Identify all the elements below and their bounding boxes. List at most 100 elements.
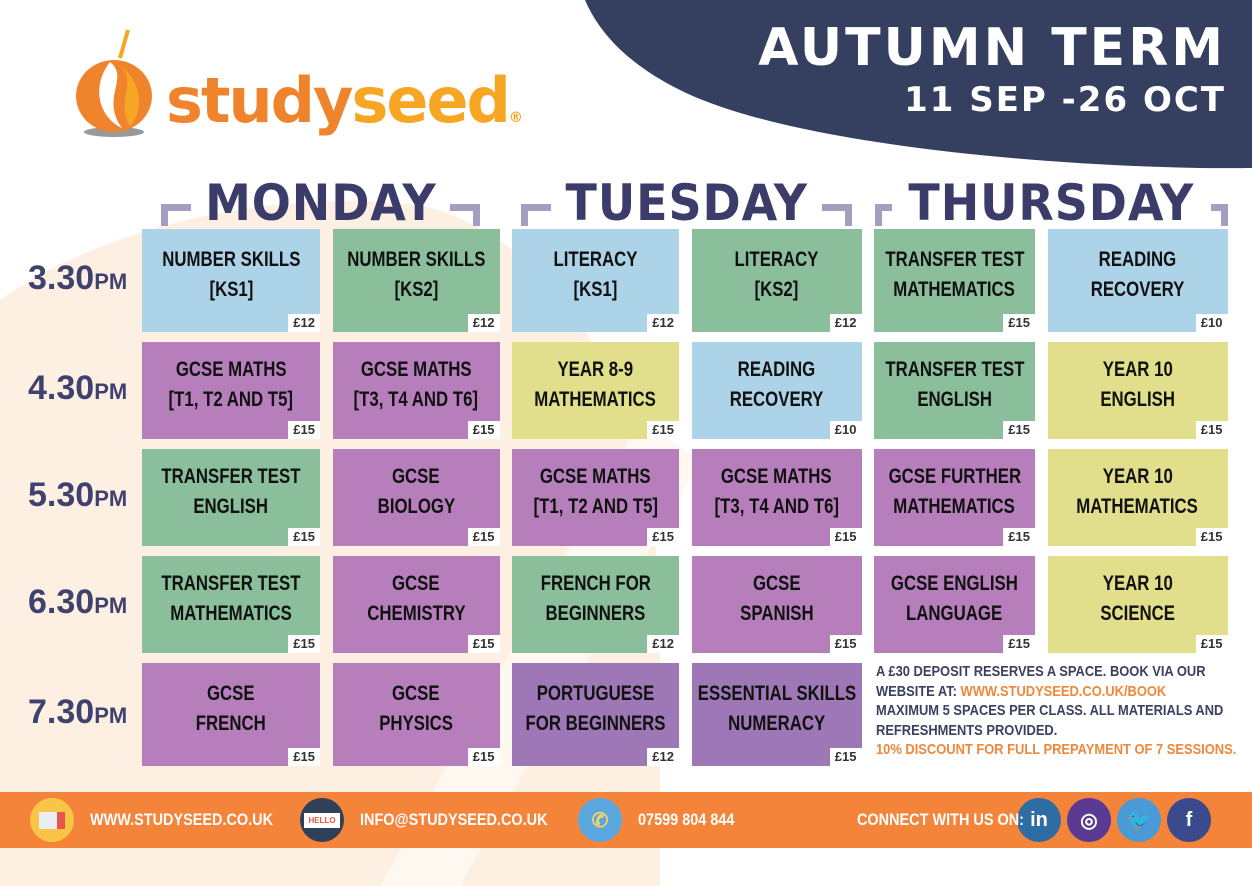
- class-slot[interactable]: LITERACY [KS1] £12: [512, 229, 679, 332]
- class-subtitle: BIOLOGY: [377, 494, 455, 518]
- booking-notes: A £30 DEPOSIT RESERVES A SPACE. BOOK VIA…: [876, 662, 1246, 760]
- class-title: LITERACY: [734, 247, 819, 271]
- time-label: 7.30PM: [28, 692, 128, 731]
- class-subtitle: [KS2]: [754, 277, 799, 301]
- class-subtitle: PHYSICS: [379, 711, 453, 735]
- class-title: YEAR 10: [1102, 464, 1173, 488]
- facebook-icon[interactable]: f: [1167, 798, 1211, 842]
- class-slot[interactable]: GCSE PHYSICS £15: [332, 663, 500, 766]
- class-slot[interactable]: GCSE BIOLOGY £15: [332, 449, 500, 546]
- class-subtitle: [KS1]: [209, 277, 253, 301]
- class-slot[interactable]: READING RECOVERY £10: [691, 342, 862, 439]
- instagram-icon[interactable]: ◎: [1067, 798, 1111, 842]
- class-title: FRENCH FOR: [540, 571, 651, 595]
- price-tag: £12: [647, 635, 679, 653]
- class-slot[interactable]: GCSE MATHS [T1, T2 AND T5] £15: [142, 342, 320, 439]
- class-title: NUMBER SKILLS: [346, 247, 486, 271]
- class-slot[interactable]: NUMBER SKILLS [KS1] £12: [142, 229, 320, 332]
- class-title: TRANSFER TEST: [884, 357, 1025, 381]
- class-slot[interactable]: YEAR 8-9 MATHEMATICS £15: [512, 342, 679, 439]
- price-tag: £15: [647, 528, 679, 546]
- class-subtitle: FRENCH: [196, 711, 266, 735]
- term-dates: 11 SEP -26 OCT: [904, 80, 1226, 120]
- price-tag: £15: [829, 528, 862, 546]
- class-title: TRANSFER TEST: [161, 464, 301, 488]
- price-tag: £15: [1003, 528, 1035, 546]
- registered-mark: ®: [508, 110, 523, 126]
- class-subtitle: FOR BEGINNERS: [525, 711, 666, 735]
- class-slot[interactable]: TRANSFER TEST MATHEMATICS £15: [874, 229, 1035, 332]
- price-tag: £15: [467, 748, 500, 766]
- term-title: AUTUMN TERM: [758, 18, 1226, 78]
- linkedin-icon[interactable]: in: [1017, 798, 1061, 842]
- term-banner-shape: [585, 0, 1252, 169]
- footer-email[interactable]: HELLO INFO@STUDYSEED.CO.UK: [300, 798, 581, 842]
- logo-text-study: study: [166, 64, 353, 137]
- class-slot[interactable]: LITERACY [KS2] £12: [691, 229, 862, 332]
- class-title: ESSENTIAL SKILLS: [697, 681, 856, 705]
- book-link[interactable]: WWW.STUDYSEED.CO.UK/BOOK: [960, 682, 1167, 700]
- class-subtitle: [KS1]: [573, 277, 618, 301]
- notes-max-spaces: MAXIMUM 5 SPACES PER CLASS. ALL MATERIAL…: [876, 702, 1224, 719]
- class-subtitle: SCIENCE: [1100, 601, 1175, 625]
- time-label: 4.30PM: [28, 368, 128, 407]
- class-title: GCSE: [392, 464, 440, 488]
- class-title: GCSE: [392, 681, 440, 705]
- class-slot[interactable]: YEAR 10 MATHEMATICS £15: [1047, 449, 1228, 546]
- class-title: READING: [737, 357, 816, 381]
- class-slot[interactable]: ESSENTIAL SKILLS NUMERACY £15: [691, 663, 862, 766]
- class-slot[interactable]: NUMBER SKILLS [KS2] £12: [332, 229, 500, 332]
- day-header-thursday: THURSDAY: [875, 178, 1228, 228]
- class-subtitle: NUMERACY: [727, 711, 826, 735]
- class-slot[interactable]: FRENCH FOR BEGINNERS £12: [512, 556, 679, 653]
- price-tag: £15: [1195, 528, 1228, 546]
- class-slot[interactable]: GCSE MATHS [T1, T2 AND T5] £15: [512, 449, 679, 546]
- class-subtitle: LANGUAGE: [906, 601, 1003, 625]
- class-slot[interactable]: GCSE MATHS [T3, T4 AND T6] £15: [332, 342, 500, 439]
- price-tag: £15: [647, 421, 679, 439]
- class-slot[interactable]: YEAR 10 SCIENCE £15: [1047, 556, 1228, 653]
- class-subtitle: [T3, T4 AND T6]: [353, 387, 479, 411]
- class-slot[interactable]: GCSE FURTHER MATHEMATICS £15: [874, 449, 1035, 546]
- class-slot[interactable]: PORTUGUESE FOR BEGINNERS £12: [512, 663, 679, 766]
- class-subtitle: [KS2]: [394, 277, 438, 301]
- class-subtitle: MATHEMATICS: [893, 494, 1016, 518]
- class-slot[interactable]: GCSE MATHS [T3, T4 AND T6] £15: [691, 449, 862, 546]
- class-title: GCSE MATHS: [540, 464, 651, 488]
- studyseed-logo: studyseed®: [70, 28, 523, 138]
- class-slot[interactable]: GCSE ENGLISH LANGUAGE £15: [874, 556, 1035, 653]
- price-tag: £12: [647, 314, 679, 332]
- class-slot[interactable]: TRANSFER TEST MATHEMATICS £15: [142, 556, 320, 653]
- price-tag: £10: [1195, 314, 1228, 332]
- class-slot[interactable]: GCSE SPANISH £15: [691, 556, 862, 653]
- price-tag: £12: [829, 314, 862, 332]
- class-title: GCSE MATHS: [360, 357, 472, 381]
- notes-discount: 10% DISCOUNT FOR FULL PREPAYMENT OF 7 SE…: [876, 741, 1237, 758]
- footer-connect: CONNECT WITH US ON: in ◎ 🐦 f: [857, 798, 1211, 842]
- class-slot[interactable]: YEAR 10 ENGLISH £15: [1047, 342, 1228, 439]
- footer-phone[interactable]: ✆ 07599 804 844: [578, 798, 751, 842]
- price-tag: £15: [1003, 314, 1035, 332]
- class-title: GCSE MATHS: [175, 357, 287, 381]
- class-subtitle: MATHEMATICS: [170, 601, 292, 625]
- class-subtitle: [T1, T2 AND T5]: [168, 387, 294, 411]
- seed-logo-icon: [76, 29, 152, 137]
- class-slot[interactable]: GCSE FRENCH £15: [142, 663, 320, 766]
- class-slot[interactable]: TRANSFER TEST ENGLISH £15: [874, 342, 1035, 439]
- price-tag: £15: [829, 635, 862, 653]
- class-subtitle: CHEMISTRY: [366, 601, 466, 625]
- price-tag: £15: [467, 635, 500, 653]
- price-tag: £12: [647, 748, 679, 766]
- twitter-icon[interactable]: 🐦: [1117, 798, 1161, 842]
- class-slot[interactable]: TRANSFER TEST ENGLISH £15: [142, 449, 320, 546]
- footer-website[interactable]: WWW.STUDYSEED.CO.UK: [30, 798, 305, 842]
- price-tag: £15: [829, 748, 862, 766]
- class-subtitle: SPANISH: [739, 601, 814, 625]
- class-slot[interactable]: GCSE CHEMISTRY £15: [332, 556, 500, 653]
- price-tag: £15: [1195, 635, 1228, 653]
- time-label: 5.30PM: [28, 475, 128, 514]
- price-tag: £15: [288, 635, 320, 653]
- class-title: YEAR 8-9: [557, 357, 634, 381]
- class-slot[interactable]: READING RECOVERY £10: [1047, 229, 1228, 332]
- logo-text-seed: seed: [351, 64, 510, 137]
